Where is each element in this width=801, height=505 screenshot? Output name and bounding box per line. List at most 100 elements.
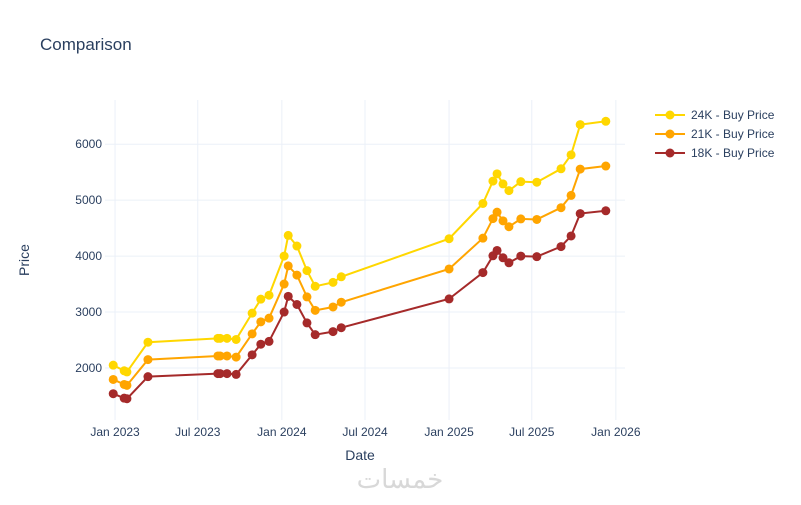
y-axis-ticks: 2000 3000 4000 5000 6000 bbox=[75, 137, 102, 375]
data-point[interactable] bbox=[247, 308, 257, 318]
data-point[interactable] bbox=[516, 177, 526, 187]
data-point[interactable] bbox=[575, 209, 585, 219]
data-point[interactable] bbox=[292, 299, 302, 309]
legend-item[interactable]: 18K - Buy Price bbox=[655, 146, 775, 160]
data-point[interactable] bbox=[478, 268, 488, 278]
series-group bbox=[108, 116, 611, 404]
data-point[interactable] bbox=[264, 336, 274, 346]
data-point[interactable] bbox=[566, 150, 576, 160]
data-point[interactable] bbox=[302, 318, 312, 328]
data-point[interactable] bbox=[108, 389, 118, 399]
data-point[interactable] bbox=[601, 161, 611, 171]
data-point[interactable] bbox=[279, 307, 289, 317]
data-point[interactable] bbox=[222, 351, 232, 361]
data-point[interactable] bbox=[504, 222, 514, 232]
data-point[interactable] bbox=[575, 164, 585, 174]
data-point[interactable] bbox=[492, 207, 502, 217]
data-point[interactable] bbox=[328, 302, 338, 312]
data-point[interactable] bbox=[222, 369, 232, 379]
data-point[interactable] bbox=[556, 203, 566, 213]
data-point[interactable] bbox=[231, 369, 241, 379]
data-point[interactable] bbox=[231, 334, 241, 344]
data-point[interactable] bbox=[556, 242, 566, 252]
legend-item[interactable]: 24K - Buy Price bbox=[655, 108, 775, 122]
legend-label: 18K - Buy Price bbox=[691, 146, 775, 160]
data-point[interactable] bbox=[256, 339, 266, 349]
watermark-logo: خمسات bbox=[357, 464, 444, 494]
data-point[interactable] bbox=[283, 230, 293, 240]
data-point[interactable] bbox=[566, 190, 576, 200]
data-point[interactable] bbox=[444, 294, 454, 304]
data-point[interactable] bbox=[279, 251, 289, 261]
x-tick-label: Jul 2024 bbox=[342, 425, 388, 439]
data-point[interactable] bbox=[601, 206, 611, 216]
x-axis-title: Date bbox=[345, 447, 375, 463]
data-point[interactable] bbox=[444, 264, 454, 274]
data-point[interactable] bbox=[532, 252, 542, 262]
data-point[interactable] bbox=[143, 355, 153, 365]
data-point[interactable] bbox=[488, 176, 498, 186]
data-point[interactable] bbox=[504, 186, 514, 196]
data-point[interactable] bbox=[566, 231, 576, 241]
data-point[interactable] bbox=[122, 394, 132, 404]
data-point[interactable] bbox=[498, 253, 508, 263]
data-point[interactable] bbox=[601, 116, 611, 126]
y-axis-title: Price bbox=[16, 244, 32, 276]
data-point[interactable] bbox=[336, 323, 346, 333]
data-point[interactable] bbox=[310, 305, 320, 315]
data-point[interactable] bbox=[328, 327, 338, 337]
data-point[interactable] bbox=[532, 214, 542, 224]
data-point[interactable] bbox=[498, 179, 508, 189]
data-point[interactable] bbox=[247, 329, 257, 339]
data-point[interactable] bbox=[292, 270, 302, 280]
data-point[interactable] bbox=[222, 333, 232, 343]
data-point[interactable] bbox=[302, 292, 312, 302]
data-point[interactable] bbox=[215, 369, 225, 379]
x-tick-label: Jul 2023 bbox=[175, 425, 221, 439]
data-point[interactable] bbox=[504, 258, 514, 268]
x-tick-label: Jan 2024 bbox=[257, 425, 307, 439]
data-point[interactable] bbox=[336, 297, 346, 307]
data-point[interactable] bbox=[231, 352, 241, 362]
data-point[interactable] bbox=[264, 313, 274, 323]
x-tick-label: Jul 2025 bbox=[509, 425, 555, 439]
data-point[interactable] bbox=[492, 169, 502, 179]
data-point[interactable] bbox=[108, 374, 118, 384]
data-point[interactable] bbox=[256, 317, 266, 327]
data-point[interactable] bbox=[516, 251, 526, 261]
y-tick-label: 4000 bbox=[75, 249, 102, 263]
data-point[interactable] bbox=[279, 279, 289, 289]
data-point[interactable] bbox=[108, 360, 118, 370]
data-point[interactable] bbox=[215, 333, 225, 343]
data-point[interactable] bbox=[283, 261, 293, 271]
data-point[interactable] bbox=[310, 330, 320, 340]
data-point[interactable] bbox=[143, 372, 153, 382]
legend-item[interactable]: 21K - Buy Price bbox=[655, 127, 775, 141]
data-point[interactable] bbox=[488, 214, 498, 224]
data-point[interactable] bbox=[215, 351, 225, 361]
data-point[interactable] bbox=[336, 272, 346, 282]
data-point[interactable] bbox=[516, 214, 526, 224]
data-point[interactable] bbox=[492, 245, 502, 255]
data-point[interactable] bbox=[264, 290, 274, 300]
data-point[interactable] bbox=[122, 380, 132, 390]
data-point[interactable] bbox=[122, 367, 132, 377]
data-point[interactable] bbox=[302, 266, 312, 276]
data-point[interactable] bbox=[478, 198, 488, 208]
data-point[interactable] bbox=[575, 120, 585, 130]
data-point[interactable] bbox=[310, 281, 320, 291]
data-point[interactable] bbox=[556, 164, 566, 174]
data-point[interactable] bbox=[478, 233, 488, 243]
data-point[interactable] bbox=[292, 241, 302, 251]
data-point[interactable] bbox=[498, 216, 508, 226]
data-point[interactable] bbox=[532, 177, 542, 187]
data-point[interactable] bbox=[328, 277, 338, 287]
series-21k bbox=[108, 161, 611, 390]
data-point[interactable] bbox=[283, 291, 293, 301]
data-point[interactable] bbox=[143, 337, 153, 347]
data-point[interactable] bbox=[444, 234, 454, 244]
data-point[interactable] bbox=[256, 294, 266, 304]
legend: 24K - Buy Price 21K - Buy Price 18K - Buy … bbox=[655, 108, 775, 160]
data-point[interactable] bbox=[247, 350, 257, 360]
